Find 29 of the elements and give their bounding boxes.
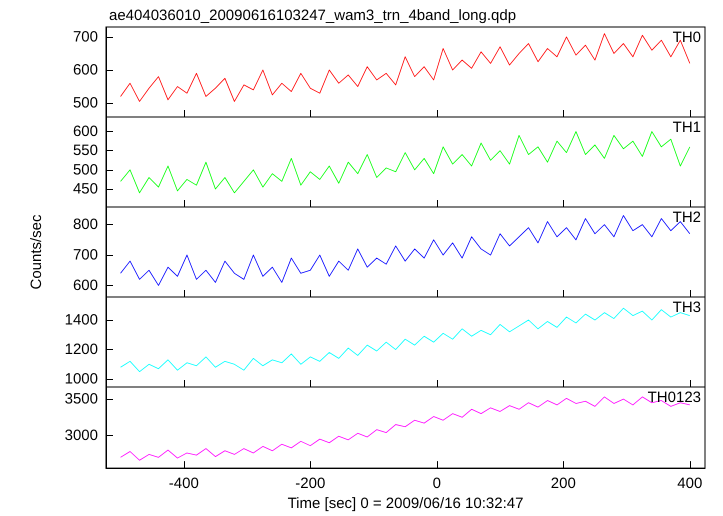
y-tick-label: 3000 (64, 426, 98, 444)
x-tick-label: 0 (432, 475, 441, 492)
y-tick-label: 1200 (64, 341, 98, 358)
series-label: TH1 (672, 119, 702, 136)
y-tick-label: 600 (72, 276, 98, 294)
y-tick-label: 500 (72, 161, 98, 178)
series-label: TH3 (672, 299, 702, 316)
series-label: TH0 (672, 29, 702, 46)
chart-title: ae404036010_20090616103247_wam3_trn_4band_long.qdp (109, 7, 516, 24)
y-tick-label: 700 (72, 246, 98, 264)
x-tick-label: 200 (550, 475, 576, 492)
line-series (120, 131, 690, 194)
y-tick-label: 1000 (64, 370, 98, 388)
x-tick-label: -400 (168, 475, 199, 492)
y-tick-label: 550 (72, 142, 98, 160)
x-axis-title: Time [sec] 0 = 2009/06/16 10:32:47 (288, 495, 524, 512)
y-tick-label: 800 (72, 216, 98, 234)
x-tick-label: -200 (295, 475, 326, 492)
series-label: TH0123 (648, 389, 702, 406)
y-tick-label: 600 (72, 62, 98, 79)
y-tick-label: 1400 (64, 312, 98, 329)
series-label: TH2 (672, 209, 702, 226)
y-tick-label: 600 (72, 123, 98, 140)
y-tick-label: 500 (72, 94, 98, 112)
x-tick-label: 400 (677, 475, 702, 492)
y-tick-label: 3500 (64, 390, 98, 408)
y-tick-label: 450 (72, 180, 98, 198)
y-tick-label: 700 (72, 28, 98, 46)
y-axis-title: Counts/sec (28, 214, 45, 290)
